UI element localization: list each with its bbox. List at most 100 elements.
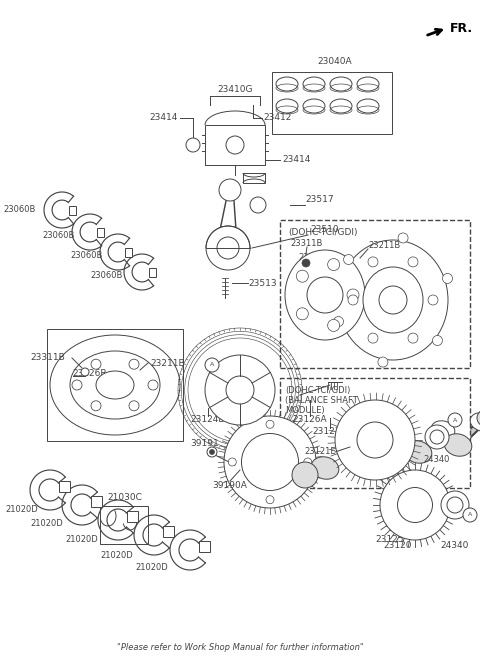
Circle shape: [224, 416, 316, 508]
Ellipse shape: [361, 449, 389, 471]
Circle shape: [205, 355, 275, 425]
Text: 23410G: 23410G: [217, 85, 253, 95]
Circle shape: [335, 400, 415, 480]
Text: (DOHC-TCI/GDI): (DOHC-TCI/GDI): [285, 385, 350, 395]
Ellipse shape: [96, 371, 134, 399]
Circle shape: [186, 138, 200, 152]
Circle shape: [428, 295, 438, 305]
Text: 23040A: 23040A: [318, 58, 352, 66]
Circle shape: [228, 458, 236, 466]
Text: MODULE): MODULE): [285, 406, 324, 414]
Text: A: A: [468, 512, 472, 518]
Text: 23510: 23510: [310, 226, 338, 234]
Circle shape: [296, 308, 308, 320]
Text: 23412: 23412: [263, 113, 291, 122]
Text: 21020D: 21020D: [30, 520, 63, 528]
Circle shape: [219, 179, 241, 201]
Text: 21020D: 21020D: [100, 551, 133, 559]
Circle shape: [72, 380, 82, 390]
Text: 23060B: 23060B: [70, 250, 102, 260]
Ellipse shape: [343, 436, 367, 454]
Bar: [59, 481, 70, 492]
Circle shape: [91, 359, 101, 369]
Circle shape: [441, 491, 469, 519]
Circle shape: [397, 487, 432, 522]
Text: 23124B: 23124B: [191, 416, 225, 424]
Text: 24340: 24340: [424, 455, 450, 465]
Circle shape: [250, 197, 266, 213]
Circle shape: [357, 422, 393, 458]
Circle shape: [292, 462, 318, 488]
Text: 23211B: 23211B: [368, 240, 400, 250]
Text: 23060B: 23060B: [42, 230, 74, 240]
Circle shape: [302, 259, 310, 267]
Bar: [199, 541, 210, 552]
Text: "Please refer to Work Shop Manual for further information": "Please refer to Work Shop Manual for fu…: [117, 643, 363, 653]
Circle shape: [347, 289, 359, 301]
Bar: [280, 220, 470, 368]
Circle shape: [226, 136, 244, 154]
Circle shape: [266, 420, 274, 428]
Text: 24340: 24340: [441, 540, 469, 549]
Circle shape: [129, 359, 139, 369]
Text: 23060B: 23060B: [3, 205, 36, 214]
Circle shape: [344, 254, 354, 265]
Ellipse shape: [444, 434, 472, 456]
Circle shape: [205, 358, 219, 372]
Circle shape: [241, 434, 299, 491]
Bar: [47, 329, 183, 441]
Circle shape: [378, 357, 388, 367]
Circle shape: [348, 295, 358, 305]
Circle shape: [207, 447, 217, 457]
Text: 39191: 39191: [191, 438, 219, 448]
Text: 23211B: 23211B: [150, 359, 185, 367]
Text: 23120: 23120: [384, 540, 412, 549]
Text: 21020D: 21020D: [135, 563, 168, 573]
Circle shape: [398, 233, 408, 243]
Ellipse shape: [470, 413, 480, 431]
Bar: [280, 378, 470, 488]
Text: 23414: 23414: [150, 113, 178, 122]
Ellipse shape: [50, 335, 180, 435]
Circle shape: [447, 497, 463, 513]
Circle shape: [443, 273, 453, 283]
Circle shape: [408, 257, 418, 267]
Circle shape: [307, 277, 343, 313]
Bar: [243, 173, 265, 183]
Ellipse shape: [363, 267, 423, 333]
Text: (DOHC-TCI/GDI): (DOHC-TCI/GDI): [288, 228, 358, 236]
Bar: [149, 267, 156, 277]
Circle shape: [129, 401, 139, 411]
Text: A: A: [453, 418, 457, 422]
Ellipse shape: [311, 457, 339, 479]
Circle shape: [209, 449, 215, 455]
Text: 23127B: 23127B: [312, 428, 348, 436]
Ellipse shape: [338, 240, 448, 360]
Bar: [69, 205, 76, 214]
Text: 23060B: 23060B: [90, 271, 122, 279]
Circle shape: [379, 286, 407, 314]
Circle shape: [217, 237, 239, 259]
Circle shape: [425, 425, 449, 449]
Circle shape: [304, 458, 312, 466]
Text: 23226B: 23226B: [298, 254, 330, 263]
Text: 23121E: 23121E: [304, 448, 336, 457]
Text: 23311B: 23311B: [290, 238, 323, 248]
Ellipse shape: [285, 250, 365, 340]
Circle shape: [408, 333, 418, 343]
Text: FR.: FR.: [450, 21, 473, 34]
Circle shape: [328, 320, 340, 332]
Ellipse shape: [477, 408, 480, 428]
Text: 23311B: 23311B: [30, 354, 65, 363]
Circle shape: [206, 226, 250, 270]
Circle shape: [148, 380, 158, 390]
Circle shape: [91, 401, 101, 411]
Circle shape: [430, 430, 444, 444]
Circle shape: [296, 270, 308, 282]
Ellipse shape: [431, 421, 455, 439]
Bar: [91, 496, 102, 507]
Circle shape: [448, 413, 462, 427]
Bar: [163, 526, 174, 537]
Text: 23226B: 23226B: [72, 369, 107, 377]
Text: 23513: 23513: [248, 279, 276, 287]
